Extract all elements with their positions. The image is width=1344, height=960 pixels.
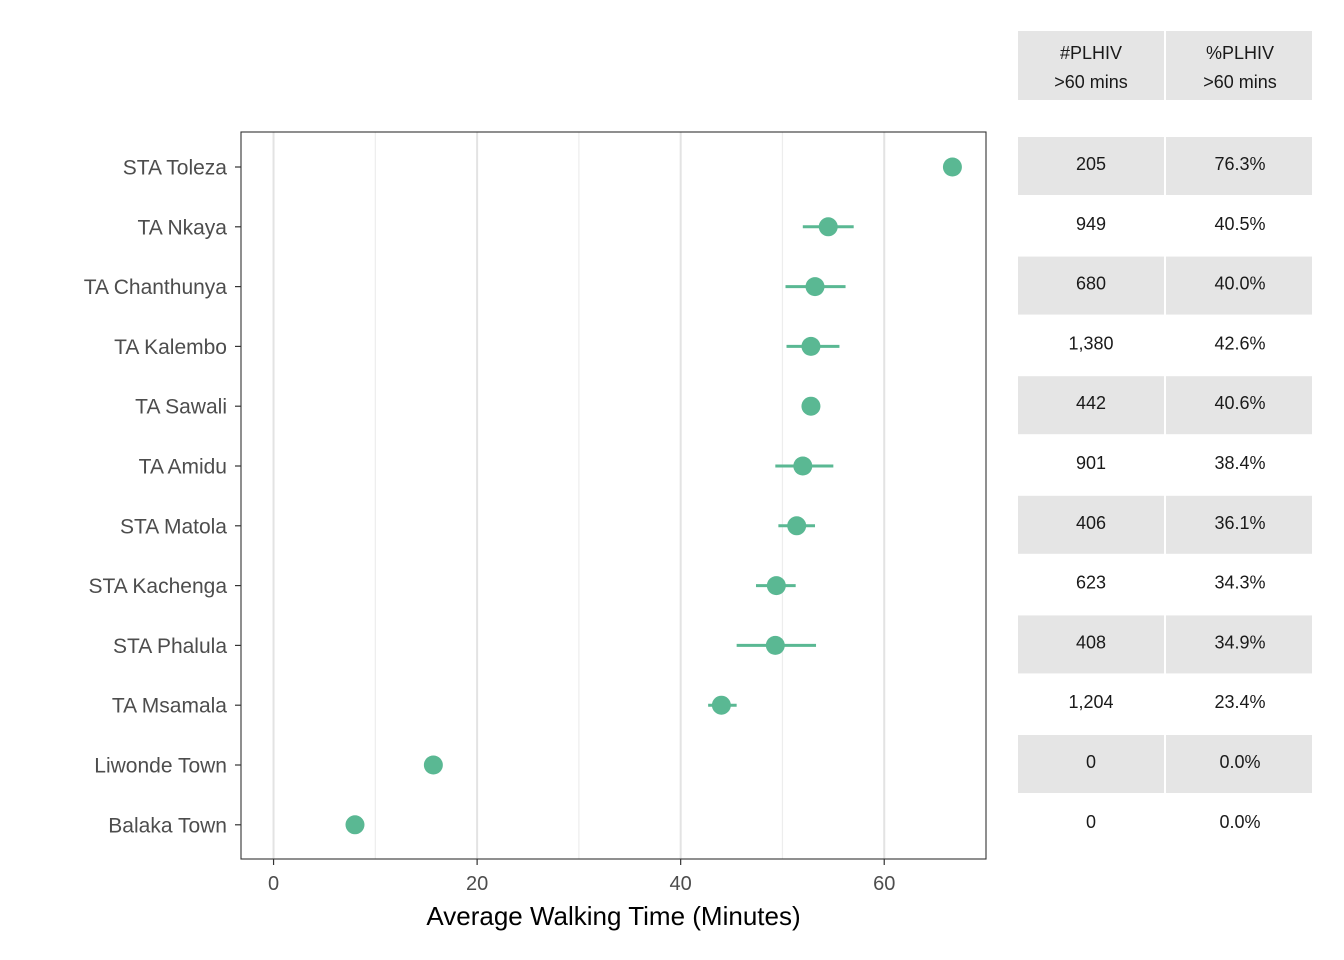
summary-table: #PLHIV >60 mins %PLHIV >60 mins 205 76.3% 949 4… — [1018, 31, 1312, 832]
x-axis-title: Average Walking Time (Minutes) — [426, 901, 800, 931]
table-cell-count: 0 — [1086, 812, 1096, 832]
table-row-stripe — [1166, 137, 1312, 195]
table-cell-percent: 34.9% — [1214, 632, 1265, 652]
y-tick-label: TA Msamala — [112, 695, 227, 718]
y-axis: STA Toleza TA Nkaya TA Chanthunya TA Kalemb… — [84, 157, 241, 837]
table-cell-percent: 23.4% — [1214, 692, 1265, 712]
table-row-stripe — [1166, 615, 1312, 674]
table-cell-count: 406 — [1076, 513, 1106, 533]
table-cell-percent: 40.0% — [1214, 274, 1265, 294]
table-row-stripe — [1018, 495, 1164, 554]
grid-lines — [272, 132, 886, 859]
table-row-stripe — [1166, 256, 1312, 315]
y-tick-label: Liwonde Town — [94, 755, 227, 778]
x-tick-label: 20 — [466, 873, 488, 895]
table-row-stripe — [1166, 735, 1312, 793]
y-tick-label: TA Sawali — [135, 396, 227, 419]
y-tick-label: TA Chanthunya — [84, 276, 228, 299]
table-header-line2: >60 mins — [1203, 72, 1277, 92]
data-point — [942, 157, 962, 177]
data-point — [801, 396, 821, 416]
table-row-stripe — [1018, 615, 1164, 674]
data-point — [818, 217, 838, 237]
y-tick-label: STA Toleza — [123, 157, 228, 180]
y-tick-label: TA Kalembo — [114, 336, 227, 359]
table-cell-percent: 40.6% — [1214, 393, 1265, 413]
table-cell-percent: 36.1% — [1214, 513, 1265, 533]
table-header-line2: >60 mins — [1054, 72, 1128, 92]
table-cell-percent: 42.6% — [1214, 333, 1265, 353]
table-cell-count: 623 — [1076, 573, 1106, 593]
table-cell-count: 0 — [1086, 752, 1096, 772]
table-row-stripe — [1018, 376, 1164, 435]
table-cell-count: 949 — [1076, 214, 1106, 234]
data-point — [766, 576, 786, 596]
error-bars — [708, 225, 854, 707]
y-tick-label: STA Phalula — [113, 635, 227, 658]
y-tick-label: STA Matola — [120, 515, 227, 538]
table-cell-percent: 0.0% — [1219, 752, 1260, 772]
data-point — [345, 815, 365, 835]
table-row-stripe — [1018, 735, 1164, 793]
y-tick-label: TA Nkaya — [138, 216, 228, 239]
table-row-stripe — [1018, 137, 1164, 195]
table-cell-count: 408 — [1076, 632, 1106, 652]
table-header-line1: #PLHIV — [1060, 43, 1122, 63]
y-tick-label: TA Amidu — [139, 456, 227, 479]
table-cell-count: 442 — [1076, 393, 1106, 413]
table-cell-count: 680 — [1076, 274, 1106, 294]
data-point — [423, 755, 443, 775]
x-tick-label: 0 — [268, 873, 279, 895]
y-tick-label: STA Kachenga — [88, 575, 227, 598]
table-cell-percent: 34.3% — [1214, 573, 1265, 593]
x-axis: 0 20 40 60 — [268, 859, 895, 895]
data-point — [801, 336, 821, 356]
table-cell-percent: 0.0% — [1219, 812, 1260, 832]
table-header-cell — [1166, 31, 1312, 100]
table-cell-count: 1,380 — [1068, 333, 1113, 353]
data-point — [793, 456, 813, 476]
table-cell-percent: 40.5% — [1214, 214, 1265, 234]
table-cell-percent: 76.3% — [1214, 154, 1265, 174]
table-header-cell — [1018, 31, 1164, 100]
table-header-line1: %PLHIV — [1206, 43, 1274, 63]
data-point — [787, 516, 807, 536]
data-point — [805, 277, 825, 297]
table-cell-count: 901 — [1076, 453, 1106, 473]
table-cell-count: 1,204 — [1068, 692, 1113, 712]
table-row-stripe — [1166, 376, 1312, 435]
table-cell-count: 205 — [1076, 154, 1106, 174]
y-tick-label: Balaka Town — [108, 814, 227, 837]
plot-panel-border — [240, 131, 987, 860]
data-point — [711, 695, 731, 715]
x-tick-label: 40 — [670, 873, 692, 895]
data-point — [765, 635, 785, 655]
table-row-stripe — [1166, 495, 1312, 554]
table-row-stripe — [1018, 256, 1164, 315]
data-points — [345, 157, 962, 835]
x-tick-label: 60 — [873, 873, 895, 895]
table-cell-percent: 38.4% — [1214, 453, 1265, 473]
